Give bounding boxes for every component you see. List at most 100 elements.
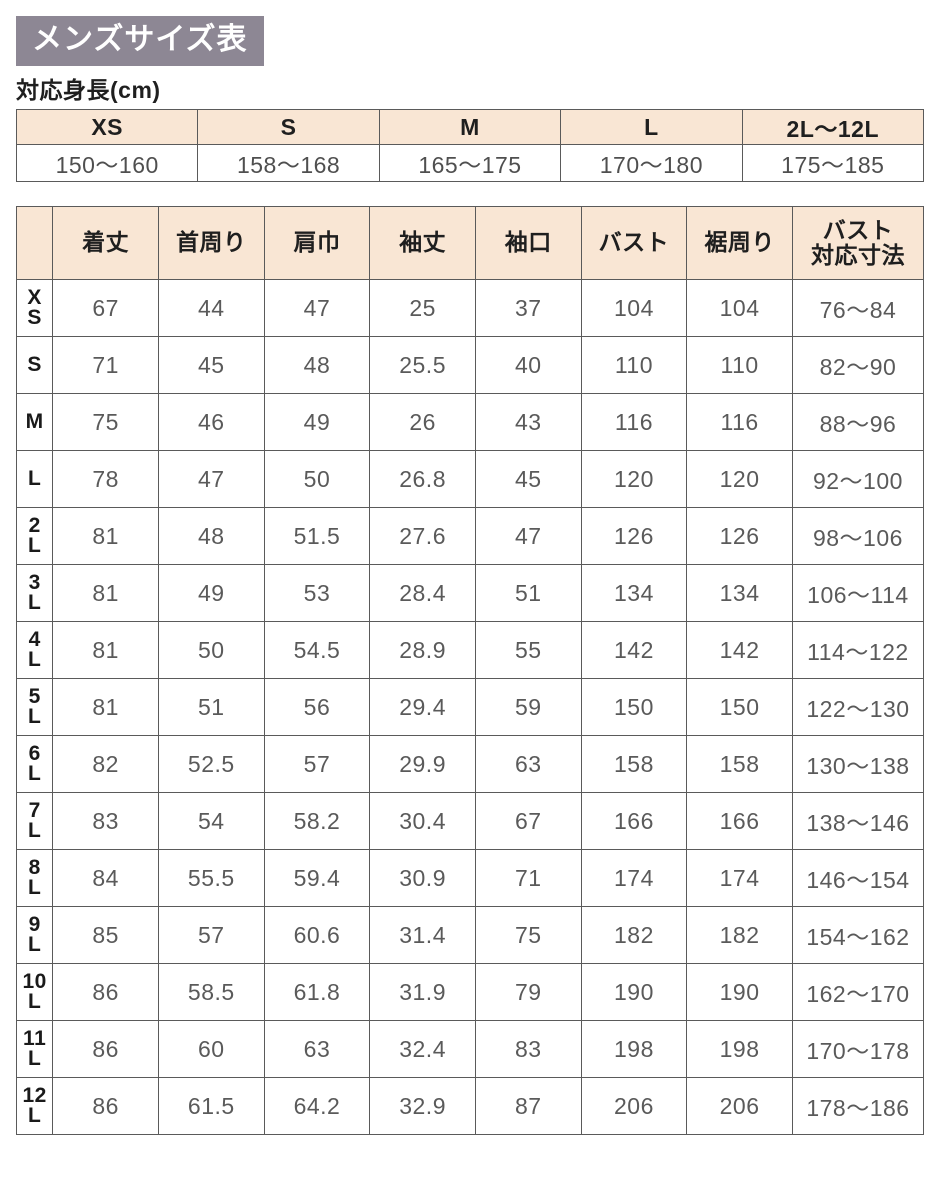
measurement-cell: 104 <box>686 279 793 338</box>
measurement-cell: 166 <box>686 792 793 851</box>
size-row-label-line2: L <box>27 762 42 786</box>
size-row-label-line1: S <box>27 353 42 377</box>
measurement-cell: 31.4 <box>369 906 476 965</box>
table-row: 11 L 86 60 63 32.4 83 198 198 170〜178 <box>15 1020 925 1079</box>
measurement-cell: 30.4 <box>369 792 476 851</box>
measurement-cell: 59 <box>474 678 582 737</box>
measurement-cell: 174 <box>580 849 688 908</box>
measurement-cell: 26.8 <box>369 450 476 509</box>
column-header-line1: 裾周り <box>704 229 775 256</box>
measurement-cell: 75 <box>474 906 582 965</box>
column-header-line2: 対応寸法 <box>810 242 905 269</box>
size-row-label-line2: L <box>27 648 42 672</box>
size-table: 着丈 首周り 肩巾 袖丈 袖口 バスト 裾周り バスト 対応寸法 X S 67 44 47 25 37 104… <box>15 206 925 1136</box>
size-table-container: 着丈 首周り 肩巾 袖丈 袖口 バスト 裾周り バスト 対応寸法 X S 67 44 47 25 37 104… <box>15 206 925 1136</box>
measurement-cell: 29.4 <box>369 678 476 737</box>
height-range-cell: 170〜180 <box>560 144 743 183</box>
measurement-cell: 28.9 <box>369 621 476 680</box>
size-row-label: 10 L <box>15 963 54 1022</box>
size-row-label-line1: 12 <box>22 1084 47 1108</box>
measurement-cell: 190 <box>580 963 688 1022</box>
page-title: メンズサイズ表 <box>16 16 264 66</box>
measurement-cell: 166 <box>580 792 688 851</box>
height-table-value-row: 150〜160 158〜168 165〜175 170〜180 175〜185 <box>15 144 925 183</box>
size-table-column-header: 着丈 <box>52 206 159 281</box>
table-row: 7 L 83 54 58.2 30.4 67 166 166 138〜146 <box>15 792 925 851</box>
measurement-cell: 30.9 <box>369 849 476 908</box>
size-row-label-line1: 10 <box>22 970 47 994</box>
table-row: 9 L 85 57 60.6 31.4 75 182 182 154〜162 <box>15 906 925 965</box>
measurement-cell: 64.2 <box>263 1077 371 1136</box>
measurement-cell: 51.5 <box>263 507 371 566</box>
measurement-cell: 79 <box>474 963 582 1022</box>
measurement-cell: 48 <box>263 336 371 395</box>
height-size-header: S <box>197 109 380 146</box>
measurement-cell: 75 <box>52 393 159 452</box>
measurement-cell: 26 <box>369 393 476 452</box>
size-table-column-header: バスト 対応寸法 <box>791 206 925 281</box>
size-table-column-header: 裾周り <box>686 206 793 281</box>
size-table-column-header: 首周り <box>157 206 265 281</box>
measurement-cell: 142 <box>580 621 688 680</box>
table-row: 5 L 81 51 56 29.4 59 150 150 122〜130 <box>15 678 925 737</box>
measurement-cell: 61.8 <box>263 963 371 1022</box>
height-range-cell: 150〜160 <box>15 144 199 183</box>
measurement-cell: 25.5 <box>369 336 476 395</box>
measurement-cell: 190 <box>686 963 793 1022</box>
measurement-cell: 104 <box>580 279 688 338</box>
measurement-cell: 81 <box>52 678 159 737</box>
table-row: 8 L 84 55.5 59.4 30.9 71 174 174 146〜154 <box>15 849 925 908</box>
table-row: S 71 45 48 25.5 40 110 110 82〜90 <box>15 336 925 395</box>
measurement-cell: 59.4 <box>263 849 371 908</box>
size-table-body: X S 67 44 47 25 37 104 104 76〜84 S 71 45 48 25.5 40 110 1… <box>15 279 925 1136</box>
size-table-column-header: 袖口 <box>474 206 582 281</box>
column-header-line1: 着丈 <box>82 229 130 256</box>
size-table-header-row: 着丈 首周り 肩巾 袖丈 袖口 バスト 裾周り バスト 対応寸法 <box>15 206 925 281</box>
table-row: 4 L 81 50 54.5 28.9 55 142 142 114〜122 <box>15 621 925 680</box>
height-range-cell: 165〜175 <box>378 144 562 183</box>
measurement-cell: 130〜138 <box>791 735 925 794</box>
size-row-label-line1: 9 <box>28 913 41 937</box>
measurement-cell: 32.9 <box>369 1077 476 1136</box>
measurement-cell: 52.5 <box>157 735 265 794</box>
column-header-line1: 肩巾 <box>293 229 341 256</box>
measurement-cell: 63 <box>263 1020 371 1079</box>
size-row-label: 12 L <box>15 1077 54 1136</box>
size-row-label-line2: L <box>27 534 42 558</box>
measurement-cell: 53 <box>263 564 371 623</box>
measurement-cell: 110 <box>686 336 793 395</box>
measurement-cell: 126 <box>580 507 688 566</box>
measurement-cell: 61.5 <box>157 1077 265 1136</box>
measurement-cell: 158 <box>580 735 688 794</box>
size-row-label-line1: 11 <box>23 1027 47 1051</box>
measurement-cell: 146〜154 <box>791 849 925 908</box>
size-table-column-header: バスト <box>580 206 688 281</box>
measurement-cell: 83 <box>52 792 159 851</box>
height-range-cell: 175〜185 <box>741 144 925 183</box>
size-row-label-line1: 8 <box>28 856 41 880</box>
size-row-label: S <box>15 336 54 395</box>
measurement-cell: 54 <box>157 792 265 851</box>
size-row-label-line2: S <box>27 306 42 330</box>
measurement-cell: 86 <box>52 963 159 1022</box>
measurement-cell: 158 <box>686 735 793 794</box>
size-row-label-line2: L <box>27 705 42 729</box>
measurement-cell: 106〜114 <box>791 564 925 623</box>
size-row-label-line2: L <box>27 1047 42 1071</box>
measurement-cell: 116 <box>686 393 793 452</box>
size-table-column-header: 肩巾 <box>263 206 371 281</box>
measurement-cell: 71 <box>474 849 582 908</box>
measurement-cell: 182 <box>580 906 688 965</box>
measurement-cell: 31.9 <box>369 963 476 1022</box>
size-row-label-line1: 7 <box>28 799 41 823</box>
measurement-cell: 45 <box>157 336 265 395</box>
measurement-cell: 37 <box>474 279 582 338</box>
measurement-cell: 150 <box>686 678 793 737</box>
measurement-cell: 110 <box>580 336 688 395</box>
size-row-label-line1: 5 <box>28 685 41 709</box>
